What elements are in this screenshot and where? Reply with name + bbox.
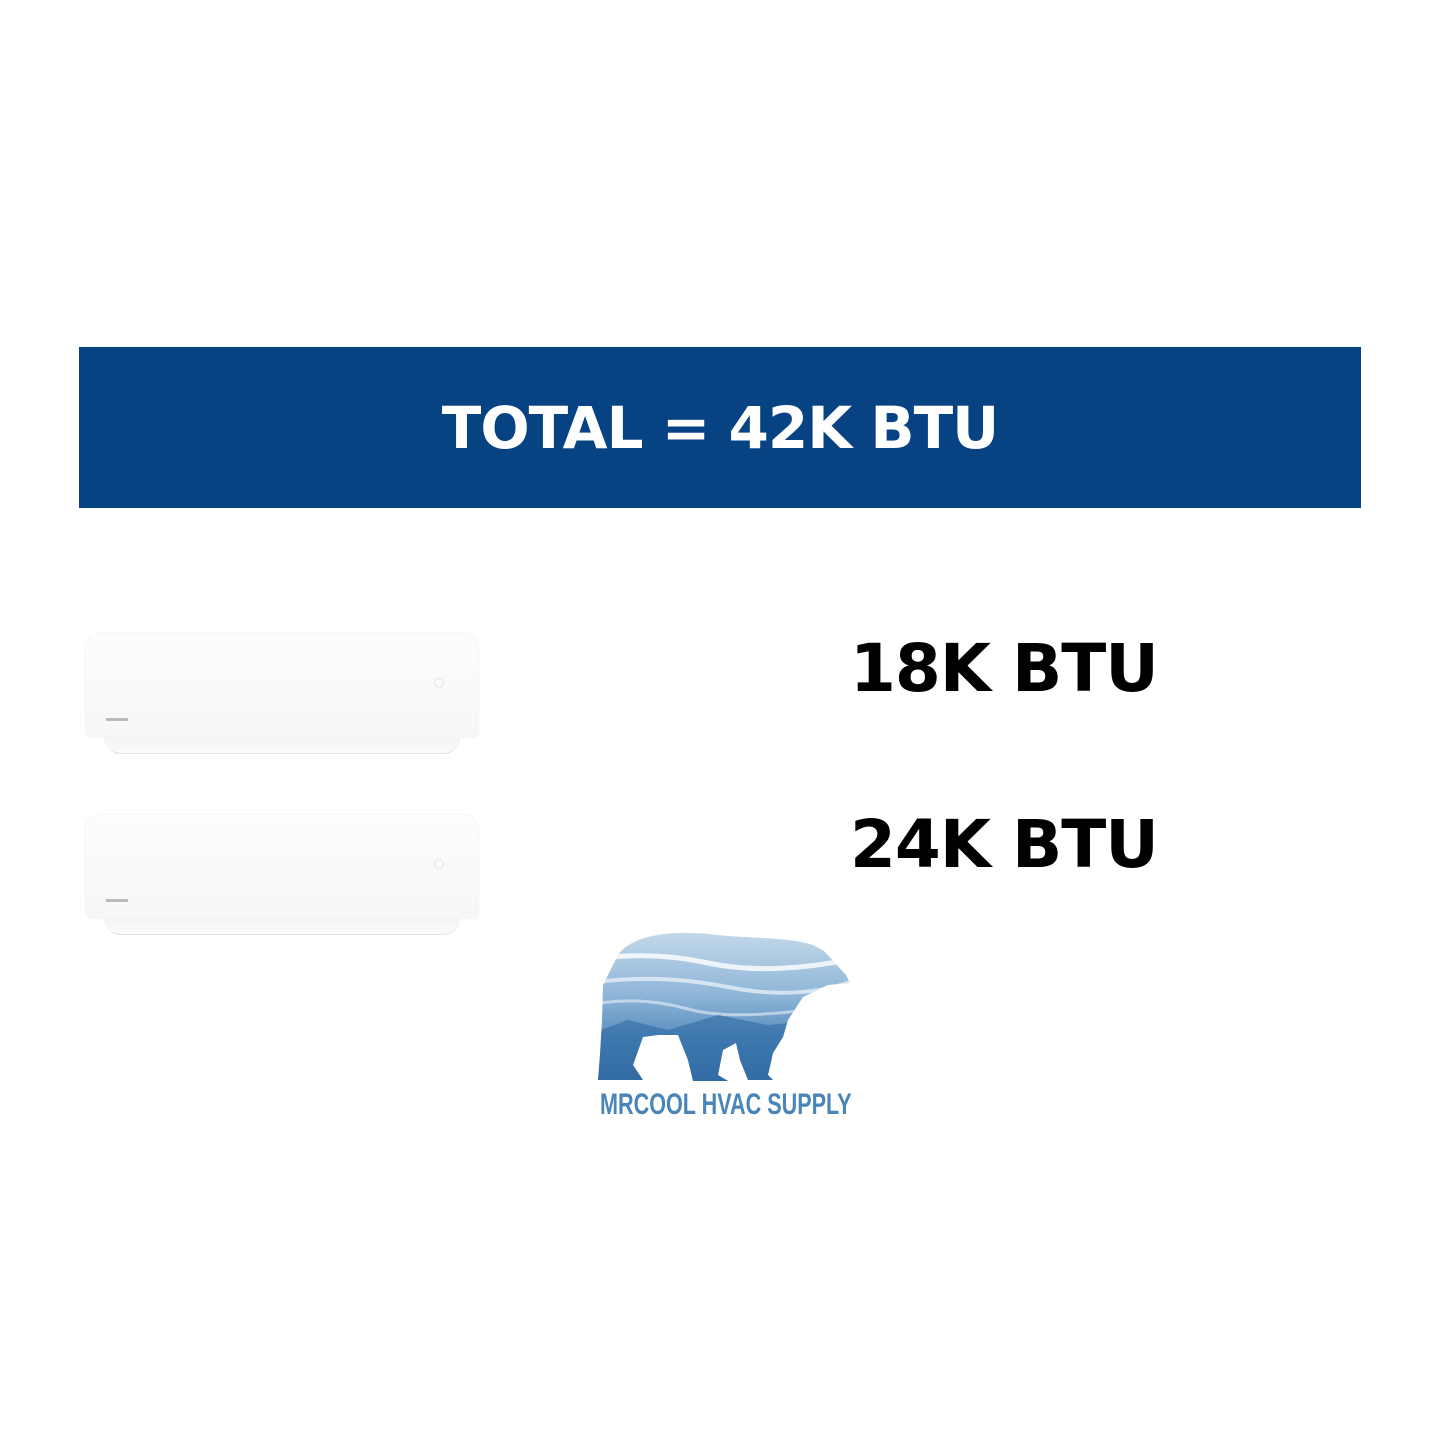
total-banner: TOTAL = 42K BTU — [79, 347, 1361, 508]
air-handler-unit-18k-image — [86, 634, 478, 755]
unit-capacity-24k: 24K BTU — [850, 806, 1159, 883]
logo-text: MRCOOL HVAC SUPPLY — [600, 1088, 852, 1121]
air-handler-unit-24k-image — [86, 815, 478, 936]
unit-capacity-18k: 18K BTU — [850, 630, 1159, 707]
polar-bear-logo-icon — [598, 932, 850, 1081]
total-title: TOTAL = 42K BTU — [441, 393, 999, 462]
